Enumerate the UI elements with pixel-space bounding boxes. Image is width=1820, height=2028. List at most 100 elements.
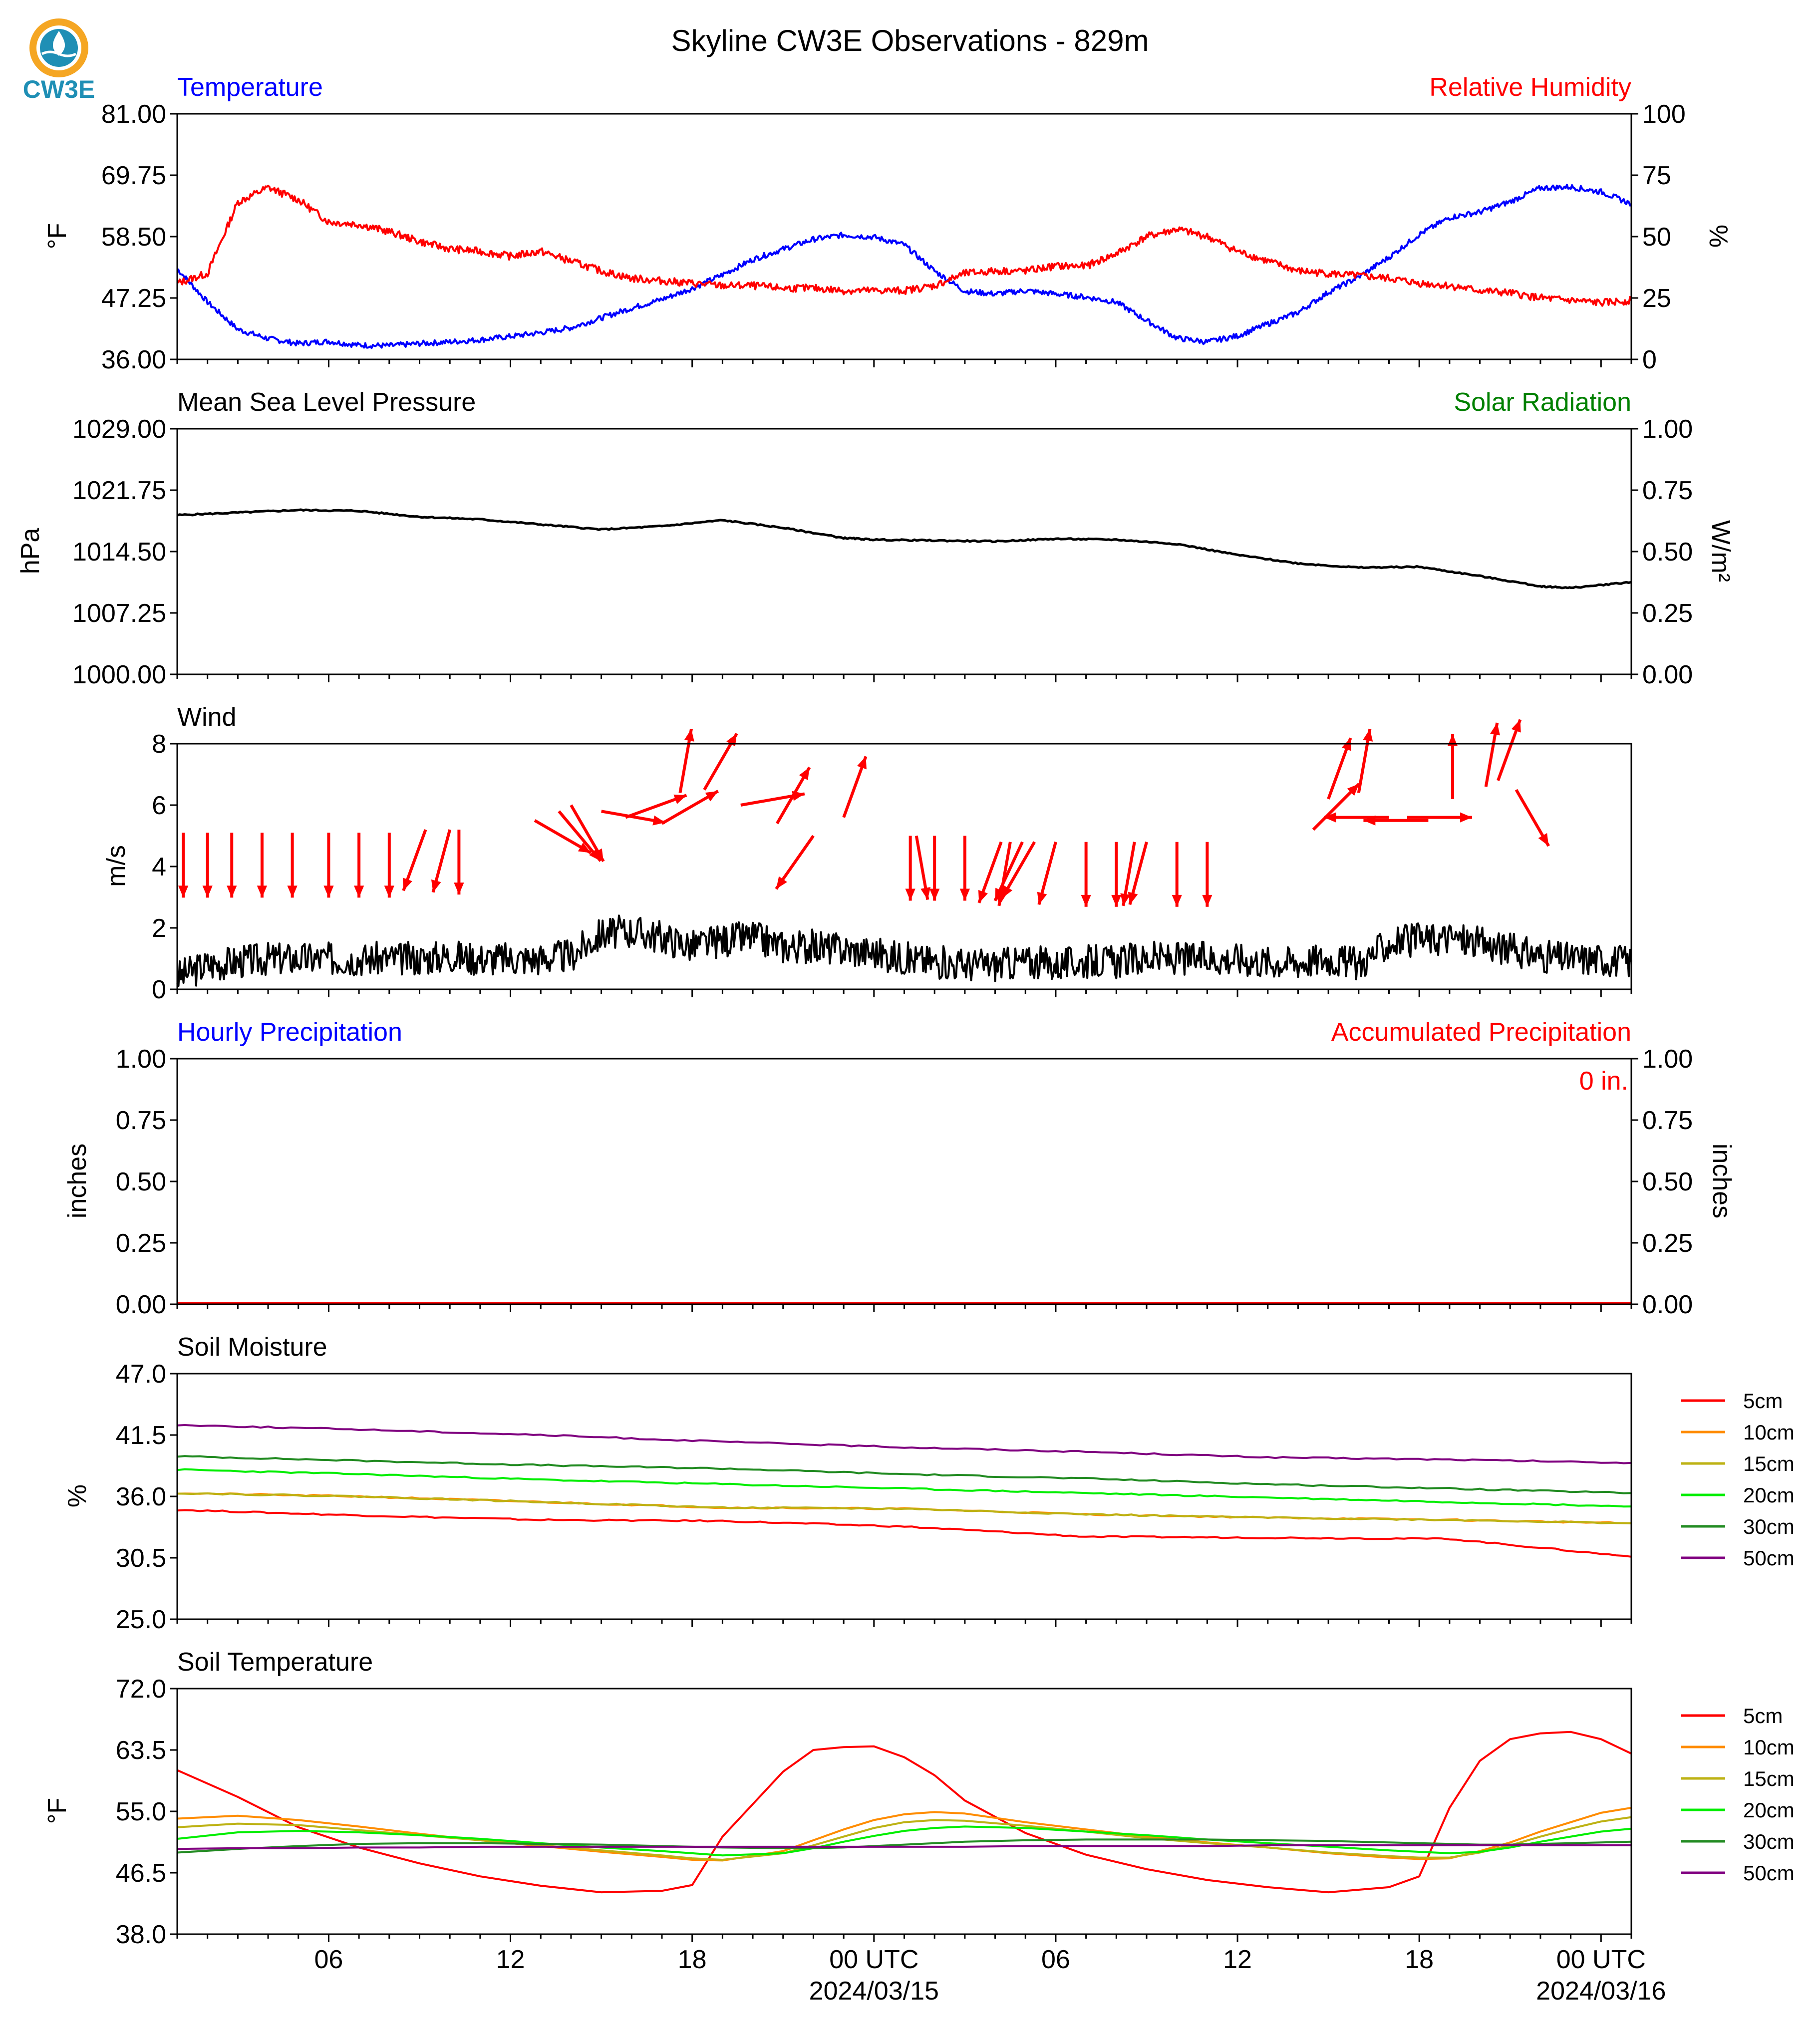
wind-arrow-head	[1120, 893, 1131, 906]
y-tick-label: 38.0	[116, 1920, 166, 1949]
soil-temperature-y-ticks: 72.0 63.5 55.0 46.5 38.0	[116, 1675, 177, 1949]
panel-frame	[176, 1688, 1632, 1935]
solar-y-ticks: 1.00 0.75 0.50 0.25 0.00	[1631, 415, 1693, 689]
temperature-series	[176, 184, 1632, 349]
panel-wind: Wind m/s 8 6 4 2 0	[102, 703, 1632, 1004]
y-tick-label: 1.00	[1642, 1045, 1693, 1074]
legend-label: 50cm	[1743, 1546, 1795, 1570]
wind-arrow-head	[905, 888, 915, 901]
time-ticks	[176, 989, 1632, 997]
y-tick-label: 50	[1642, 223, 1671, 252]
legend-label: 15cm	[1743, 1452, 1795, 1475]
hourly-precip-title: Hourly Precipitation	[177, 1018, 402, 1047]
legend-label: 5cm	[1743, 1389, 1783, 1413]
time-ticks	[176, 1934, 1632, 1942]
soil-temperature-series-50cm	[177, 1844, 1631, 1850]
wind-arrow-head	[287, 885, 298, 898]
y-tick-label: 25	[1642, 284, 1671, 313]
temperature-unit-label: °F	[43, 223, 72, 250]
y-tick-label: 0	[1642, 345, 1657, 374]
y-tick-label: 100	[1642, 100, 1686, 129]
time-tick-labels: 06 12 18 00 UTC 2024/03/15 06 12 18 00 UTC 2024/0…	[314, 1945, 1666, 2006]
y-tick-label: 0.25	[1642, 1229, 1693, 1258]
time-tick-label: 12	[496, 1945, 525, 1974]
y-tick-label: 0.75	[116, 1106, 166, 1135]
soil-moisture-legend: 5cm 10cm 15cm 20cm 30cm 50cm	[1681, 1389, 1795, 1570]
solar-radiation-title: Solar Radiation	[1454, 388, 1631, 417]
wind-arrow-head	[920, 887, 931, 900]
y-tick-label: 1000.00	[72, 660, 166, 689]
y-tick-label: 1021.75	[72, 476, 166, 505]
y-tick-label: 0.00	[1642, 1290, 1693, 1319]
wind-arrow-head	[1341, 738, 1351, 751]
panel-frame	[176, 428, 1632, 675]
wind-arrow-head	[857, 756, 867, 770]
wind-arrow-head	[454, 882, 464, 895]
time-tick-label: 00 UTC	[1556, 1945, 1646, 1974]
time-ticks	[176, 1304, 1632, 1312]
soil-moisture-y-ticks: 47.0 41.5 36.0 30.5 25.0	[116, 1360, 177, 1634]
time-tick-label: 06	[314, 1945, 343, 1974]
temperature-y-ticks: 81.00 69.75 58.50 47.25 36.00	[101, 100, 177, 374]
wind-arrow-head	[178, 885, 189, 898]
wind-arrow-head	[1172, 894, 1182, 907]
soil-temperature-series-5cm	[177, 1731, 1632, 1894]
wind-arrow-head	[684, 729, 694, 742]
logo-text: CW3E	[23, 75, 95, 103]
time-ticks	[176, 1619, 1632, 1627]
soil-moisture-series-5cm	[177, 1509, 1632, 1558]
soil-moisture-series-50cm	[177, 1424, 1632, 1464]
soil-moisture-unit-label: %	[63, 1484, 92, 1507]
wind-arrow-head	[202, 885, 213, 898]
y-tick-label: 46.5	[116, 1859, 166, 1888]
wind-y-ticks: 8 6 4 2 0	[152, 730, 177, 1004]
soil-temperature-title: Soil Temperature	[177, 1648, 373, 1677]
wind-arrow-head	[257, 885, 268, 898]
y-tick-label: 36.00	[101, 345, 166, 374]
legend-label: 50cm	[1743, 1861, 1795, 1885]
wind-arrow-head	[776, 876, 787, 889]
legend-label: 10cm	[1743, 1421, 1795, 1444]
wind-unit-label: m/s	[102, 845, 131, 887]
y-tick-label: 72.0	[116, 1675, 166, 1704]
y-tick-label: 30.5	[116, 1544, 166, 1573]
y-tick-label: 0.50	[1642, 1167, 1693, 1196]
wind-arrow-head	[402, 877, 412, 891]
y-tick-label: 1.00	[116, 1045, 166, 1074]
wind-arrow-head	[1111, 894, 1122, 907]
accum-precip-title: Accumulated Precipitation	[1331, 1018, 1631, 1047]
wind-arrow-head	[227, 885, 237, 898]
temperature-rh-lines	[176, 184, 1632, 349]
wind-arrow-head	[799, 767, 810, 781]
y-tick-label: 0.75	[1642, 476, 1693, 505]
logo-ring	[29, 18, 88, 77]
y-tick-label: 47.25	[101, 284, 166, 313]
wind-arrow-head	[1460, 812, 1472, 823]
panel-frame	[176, 1058, 1632, 1305]
y-tick-label: 2	[152, 914, 166, 943]
wind-arrow-head	[593, 848, 604, 862]
wind-arrow-head	[978, 889, 988, 903]
legend-label: 15cm	[1743, 1767, 1795, 1790]
wind-arrows	[178, 719, 1550, 907]
wind-arrow-head	[1363, 815, 1376, 826]
time-date-label: 2024/03/15	[809, 1977, 939, 2006]
time-tick-label: 00 UTC	[829, 1945, 918, 1974]
wind-arrow-head	[1511, 719, 1521, 733]
soil-moisture-series-20cm	[177, 1468, 1632, 1508]
pressure-series	[177, 508, 1632, 589]
time-tick-label: 18	[678, 1945, 707, 1974]
y-tick-label: 0.75	[1642, 1106, 1693, 1135]
soil-temperature-series-20cm	[177, 1825, 1632, 1857]
accum-unit-label: inches	[1707, 1144, 1736, 1218]
panel-soil-moisture: Soil Moisture % 47.0 41.5 36.0 30.5 25.0 5cm…	[63, 1333, 1795, 1634]
wind-arrow-head	[354, 885, 364, 898]
y-tick-label: 0.25	[116, 1229, 166, 1258]
panel-temperature-rh: Temperature Relative Humidity °F % 81.00…	[43, 73, 1733, 374]
wind-arrow-head	[1202, 894, 1213, 907]
wind-arrow-head	[384, 885, 394, 898]
y-tick-label: 0.00	[116, 1290, 166, 1319]
time-ticks	[176, 359, 1632, 367]
wind-arrow-head	[929, 888, 940, 901]
y-tick-label: 0.50	[116, 1167, 166, 1196]
